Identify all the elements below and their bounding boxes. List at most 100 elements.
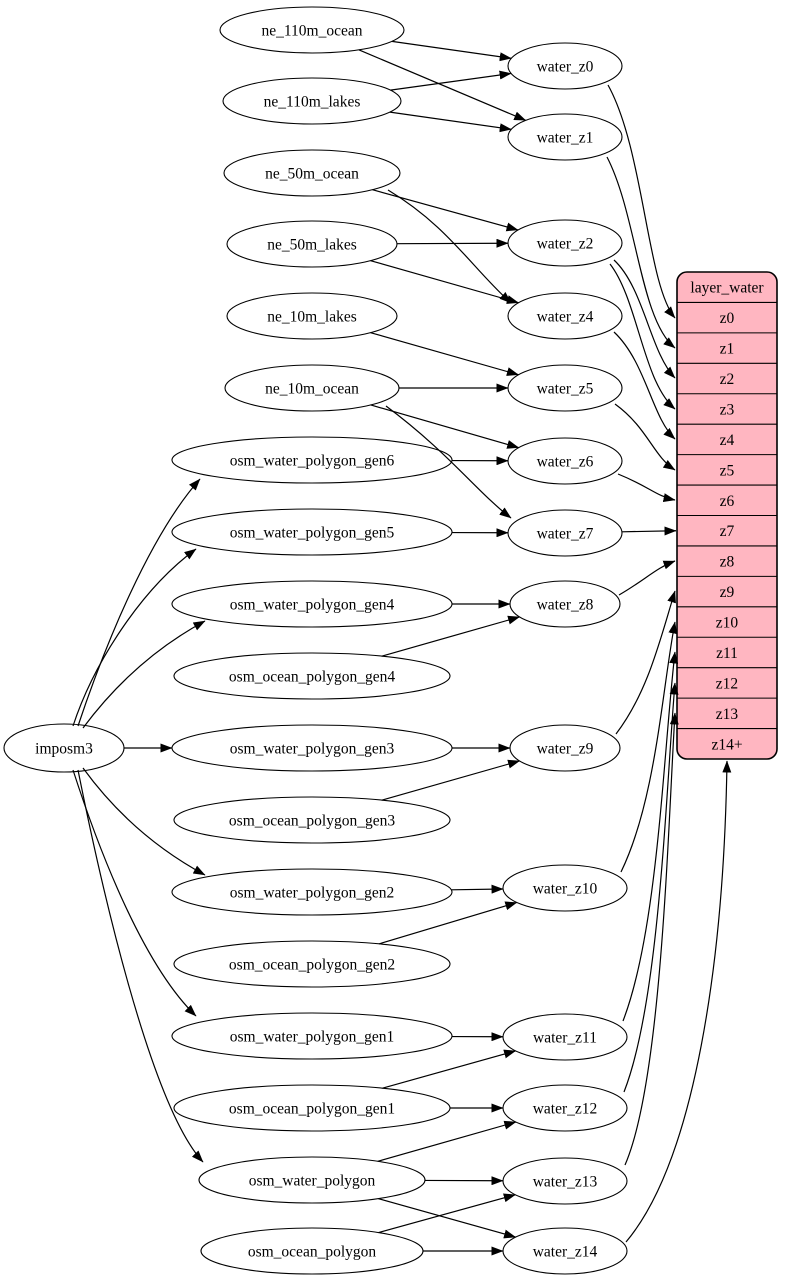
- node-shape-water_z1: [507, 113, 623, 161]
- node-osm_water_polygon_gen2: osm_water_polygon_gen2: [171, 868, 453, 916]
- record-row-z13: z13: [716, 706, 739, 723]
- edge-water_z1-to-layer_water-z1: [606, 156, 676, 349]
- node-label-ne_110m_lakes: ne_110m_lakes: [264, 94, 361, 111]
- edge-imposm3-to-osm_water_polygon_gen6: [77, 478, 201, 727]
- edge-water_z10-to-layer_water-z10: [620, 621, 678, 873]
- edge-ne_110m_ocean-to-water_z0: [391, 40, 512, 62]
- node-water_z4: water_z4: [507, 292, 623, 340]
- node-water_z0: water_z0: [507, 42, 623, 90]
- edge-water_z11-to-layer_water-z11: [622, 651, 679, 1022]
- node-shape-ne_10m_lakes: [226, 292, 398, 340]
- edge-water_z7-to-layer_water-z7: [621, 526, 677, 536]
- record-row-z5: z5: [720, 462, 735, 479]
- edge-ne_110m_ocean-to-water_z1: [358, 49, 527, 121]
- record-row-z11: z11: [716, 645, 738, 662]
- edge-water_z14-to-layer_water-z14+: [625, 760, 732, 1243]
- node-label-water_z9: water_z9: [537, 741, 594, 758]
- node-shape-osm_ocean_polygon_gen4: [173, 652, 451, 700]
- node-label-osm_water_polygon_gen6: osm_water_polygon_gen6: [230, 453, 395, 470]
- node-shape-ne_110m_ocean: [219, 6, 405, 54]
- record-row-z2: z2: [720, 371, 735, 388]
- edge-ne_10m_ocean-to-water_z7: [385, 405, 512, 519]
- node-osm_ocean_polygon_gen1: osm_ocean_polygon_gen1: [173, 1084, 451, 1132]
- record-row-z4: z4: [720, 432, 735, 449]
- record-row-z7: z7: [720, 523, 735, 540]
- node-osm_water_polygon_gen6: osm_water_polygon_gen6: [171, 436, 453, 484]
- node-shape-osm_ocean_polygon_gen3: [173, 796, 451, 844]
- record-row-z9: z9: [720, 584, 735, 601]
- node-label-water_z10: water_z10: [533, 881, 598, 898]
- edge-water_z2-to-layer_water-z2: [613, 259, 676, 379]
- edge-osm_ocean_polygon_gen3-to-water_z9: [381, 759, 521, 801]
- edge-ne_10m_lakes-to-water_z5: [370, 332, 519, 376]
- node-water_z7: water_z7: [507, 509, 623, 557]
- node-ne_50m_ocean: ne_50m_ocean: [223, 149, 401, 197]
- node-label-osm_ocean_polygon_gen1: osm_ocean_polygon_gen1: [229, 1101, 395, 1118]
- node-label-water_z7: water_z7: [537, 526, 594, 543]
- edge-ne_110m_lakes-to-water_z0: [390, 70, 512, 91]
- node-label-osm_water_polygon_gen1: osm_water_polygon_gen1: [230, 1029, 394, 1046]
- edge-water_z8-to-layer_water-z8: [618, 560, 676, 596]
- edge-osm_water_polygon-to-water_z14: [378, 1198, 517, 1239]
- edge-imposm3-to-osm_water_polygon_gen1: [72, 769, 197, 1017]
- node-label-water_z8: water_z8: [537, 597, 594, 614]
- node-label-osm_ocean_polygon_gen4: osm_ocean_polygon_gen4: [229, 669, 395, 686]
- edge-osm_ocean_polygon-to-water_z13: [378, 1193, 516, 1234]
- node-label-osm_ocean_polygon: osm_ocean_polygon: [248, 1244, 377, 1261]
- edge-water_z6-to-layer_water-z6: [617, 473, 676, 503]
- node-label-water_z2: water_z2: [537, 236, 594, 253]
- edge-water_z0-to-layer_water-z0: [607, 84, 676, 319]
- edge-ne_50m_lakes-to-water_z4: [370, 260, 519, 304]
- node-label-water_z6: water_z6: [537, 454, 594, 471]
- node-osm_ocean_polygon: osm_ocean_polygon: [200, 1227, 424, 1275]
- node-label-osm_water_polygon_gen4: osm_water_polygon_gen4: [230, 597, 395, 614]
- edge-ne_110m_lakes-to-water_z1: [389, 111, 512, 133]
- node-label-osm_water_polygon_gen5: osm_water_polygon_gen5: [230, 525, 395, 542]
- node-ne_110m_ocean: ne_110m_ocean: [219, 6, 405, 54]
- record-node-layer_water: layer_water z0 z1 z2 z3 z4 z5 z6 z7 z8 z9 z10 z11 z12…: [676, 271, 778, 760]
- node-ne_10m_ocean: ne_10m_ocean: [224, 364, 400, 412]
- edge-imposm3-to-osm_water_polygon_gen4: [82, 620, 206, 729]
- node-water_z5: water_z5: [507, 364, 623, 412]
- node-osm_ocean_polygon_gen4: osm_ocean_polygon_gen4: [173, 652, 451, 700]
- node-osm_water_polygon_gen4: osm_water_polygon_gen4: [171, 580, 453, 628]
- node-label-osm_ocean_polygon_gen3: osm_ocean_polygon_gen3: [229, 813, 395, 830]
- node-imposm3: imposm3: [3, 723, 125, 773]
- record-row-z8: z8: [720, 554, 735, 571]
- node-label-ne_50m_lakes: ne_50m_lakes: [267, 237, 357, 254]
- edge-osm_water_polygon_gen2-to-water_z10: [451, 884, 504, 894]
- node-water_z8: water_z8: [509, 580, 621, 628]
- node-osm_water_polygon_gen5: osm_water_polygon_gen5: [171, 508, 453, 556]
- node-label-osm_ocean_polygon_gen2: osm_ocean_polygon_gen2: [229, 957, 395, 974]
- node-label-water_z1: water_z1: [537, 130, 594, 147]
- edge-osm_water_polygon-to-water_z12: [377, 1120, 517, 1162]
- edge-ne_10m_ocean-to-water_z6: [370, 404, 520, 449]
- record-row-z0: z0: [720, 310, 735, 327]
- node-osm_water_polygon: osm_water_polygon: [198, 1156, 426, 1204]
- node-water_z14: water_z14: [502, 1227, 628, 1275]
- node-shape-osm_ocean_polygon_gen2: [173, 940, 451, 988]
- node-label-ne_110m_ocean: ne_110m_ocean: [262, 23, 363, 40]
- edge-water_z2-to-layer_water-z3: [609, 263, 676, 410]
- edge-water_z13-to-layer_water-z13: [624, 712, 679, 1166]
- record-row-z3: z3: [720, 401, 735, 418]
- node-label-water_z13: water_z13: [533, 1174, 598, 1191]
- node-water_z1: water_z1: [507, 113, 623, 161]
- node-label-water_z4: water_z4: [537, 309, 594, 326]
- node-label-ne_50m_ocean: ne_50m_ocean: [265, 166, 359, 183]
- node-osm_ocean_polygon_gen2: osm_ocean_polygon_gen2: [173, 940, 451, 988]
- edges-layer: [72, 40, 732, 1256]
- node-label-water_z5: water_z5: [537, 381, 594, 398]
- node-label-water_z0: water_z0: [537, 59, 594, 76]
- edge-ne_50m_ocean-to-water_z2: [372, 189, 519, 232]
- node-osm_water_polygon_gen3: osm_water_polygon_gen3: [171, 724, 453, 772]
- node-water_z2: water_z2: [507, 219, 623, 267]
- node-ne_50m_lakes: ne_50m_lakes: [226, 220, 398, 268]
- record-row-z10: z10: [716, 615, 739, 632]
- edge-imposm3-to-osm_water_polygon_gen5: [72, 548, 197, 727]
- node-water_z10: water_z10: [502, 864, 628, 912]
- node-water_z6: water_z6: [507, 437, 623, 485]
- record-row-z1: z1: [720, 341, 735, 358]
